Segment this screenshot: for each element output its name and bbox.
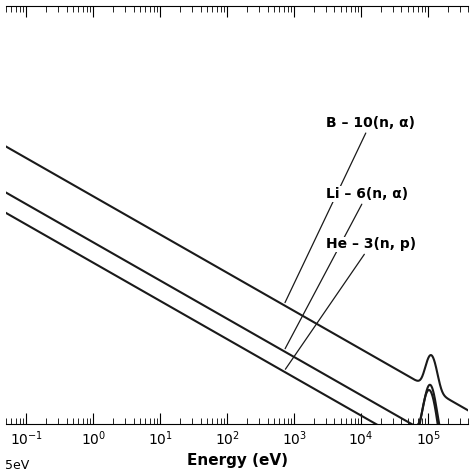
Text: 5eV: 5eV: [5, 459, 29, 472]
Text: Li – 6(n, α): Li – 6(n, α): [285, 187, 408, 349]
X-axis label: Energy (eV): Energy (eV): [187, 454, 288, 468]
Text: B – 10(n, α): B – 10(n, α): [285, 116, 415, 302]
Text: He – 3(n, p): He – 3(n, p): [285, 237, 416, 369]
